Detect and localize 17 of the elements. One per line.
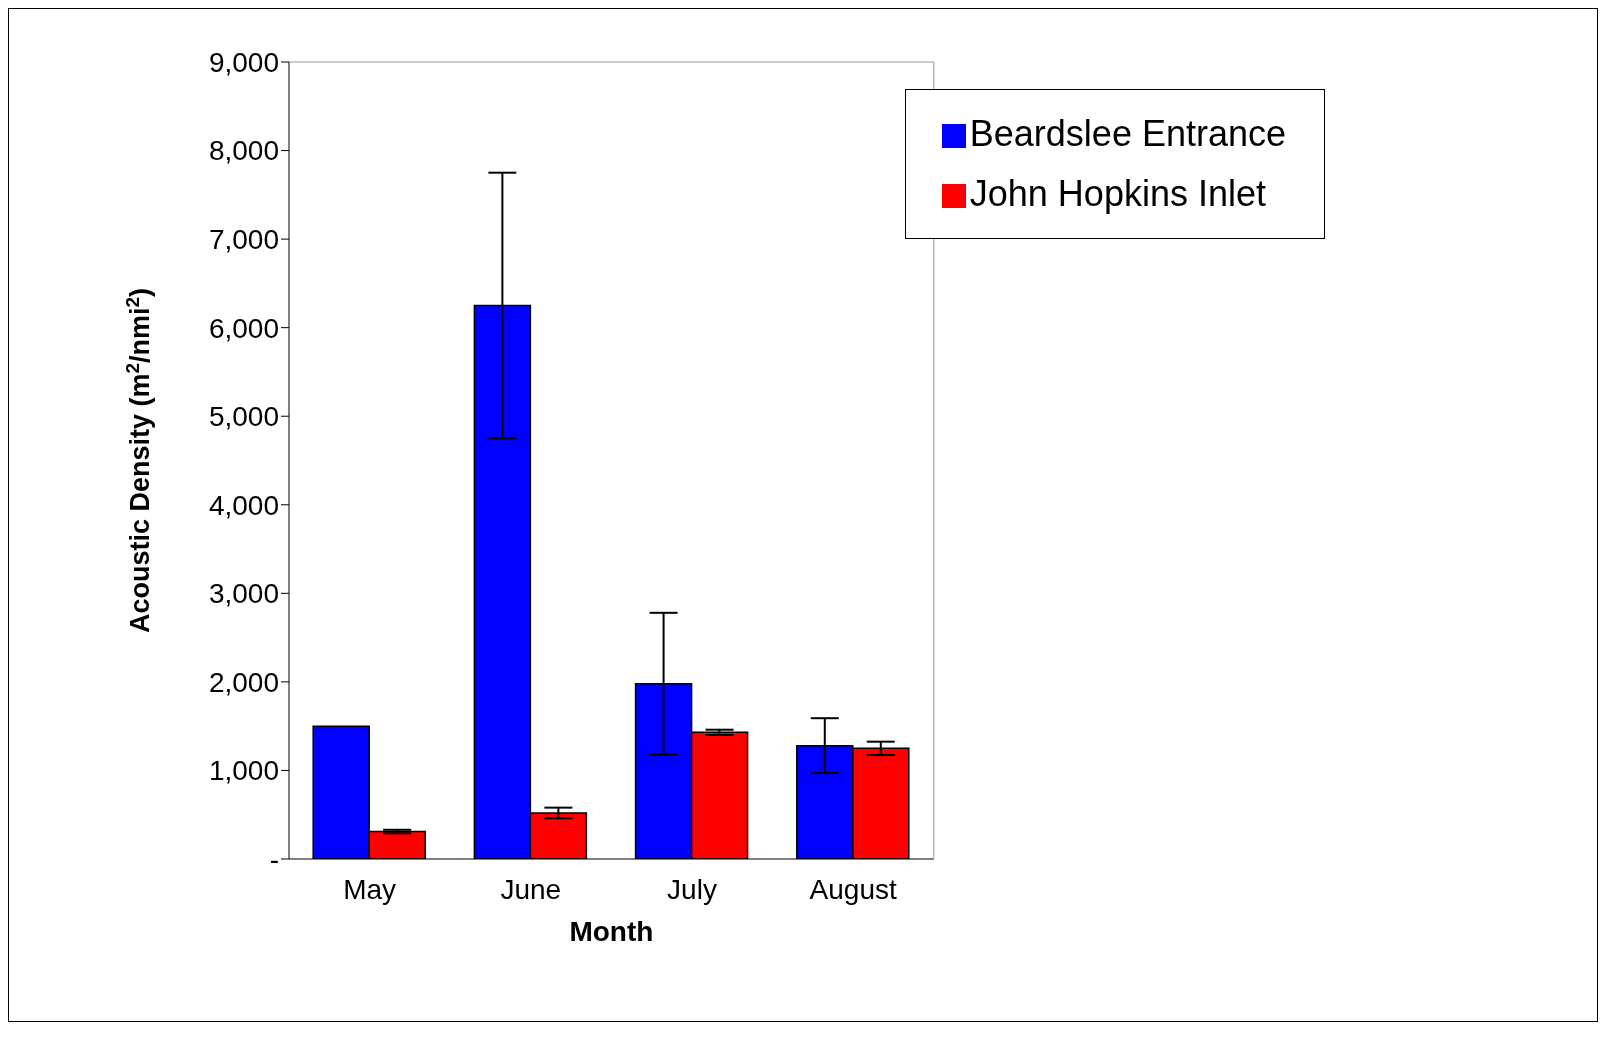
y-tick-label: 5,000 bbox=[208, 401, 279, 433]
x-tick-label: May bbox=[343, 873, 397, 905]
y-tick-label: 9,000 bbox=[208, 46, 279, 78]
y-tick-label: 1,000 bbox=[208, 755, 279, 787]
x-tick-label: August bbox=[809, 873, 897, 905]
x-tick-label: June bbox=[500, 873, 562, 905]
y-tick-label: 7,000 bbox=[208, 224, 279, 256]
y-tick-label: 6,000 bbox=[208, 312, 279, 344]
y-tick-label: - bbox=[269, 843, 279, 875]
y-tick-label: 2,000 bbox=[208, 666, 279, 698]
legend-label: Beardslee Entrance bbox=[969, 113, 1286, 154]
legend-label: John Hopkins Inlet bbox=[969, 173, 1266, 214]
y-tick-label: 4,000 bbox=[208, 489, 279, 521]
x-tick-label: July bbox=[667, 873, 717, 905]
x-axis-title: Month bbox=[569, 916, 654, 947]
y-tick-label: 3,000 bbox=[208, 578, 279, 610]
y-tick-label: 8,000 bbox=[208, 135, 279, 167]
